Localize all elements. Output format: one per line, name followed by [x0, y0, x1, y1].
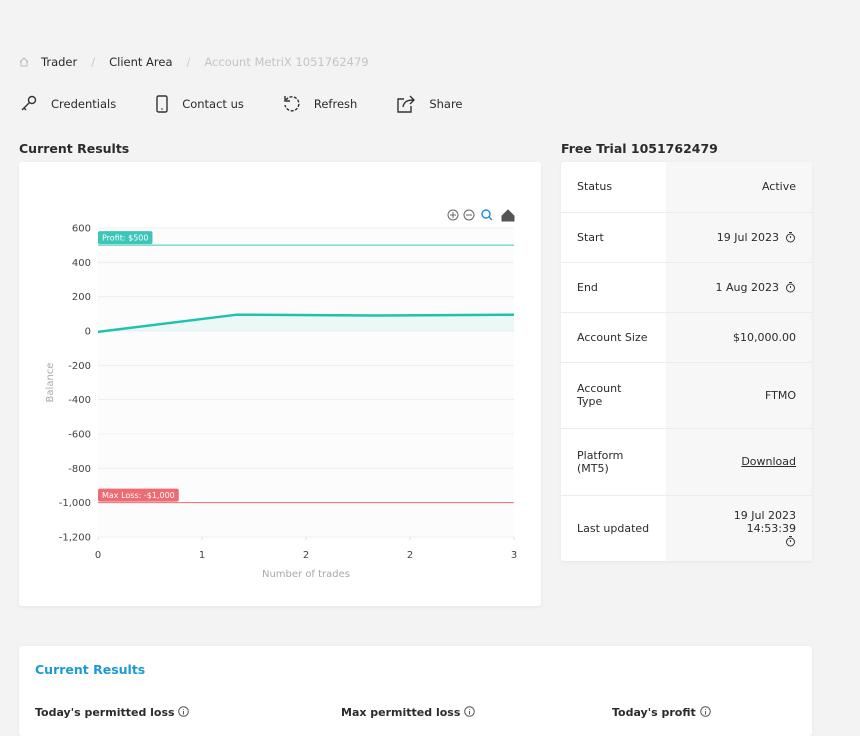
- key: Account Type: [561, 362, 666, 429]
- zoom-out[interactable]: [463, 209, 475, 221]
- x-axis-label: Number of trades: [262, 569, 350, 580]
- row: End 1 Aug 2023: [561, 262, 812, 313]
- y-tick-label: -1,200: [59, 533, 91, 544]
- key: Account Size: [561, 312, 666, 363]
- y-tick-label: -200: [68, 361, 91, 372]
- key: Status: [561, 162, 666, 213]
- crumb[interactable]: Trader: [41, 55, 78, 69]
- section-title: Current Results: [19, 141, 130, 156]
- reset[interactable]: [501, 209, 515, 222]
- reference-label: Profit: $500: [98, 231, 153, 245]
- download-link[interactable]: Download: [741, 455, 796, 468]
- account-card: Status Active Start 19 Jul 2023 End 1 Aug 2…: [561, 162, 812, 561]
- account-table: Status Active Start 19 Jul 2023 End 1 Aug 2…: [561, 162, 812, 561]
- label: Contact us: [182, 97, 244, 111]
- row: Start 19 Jul 2023: [561, 212, 812, 263]
- series-area: [98, 314, 514, 332]
- key: Last updated: [561, 495, 666, 561]
- x-tick-label: 1: [199, 550, 205, 561]
- y-tick-label: 200: [72, 292, 91, 303]
- row: Platform (MT5) Download: [561, 428, 812, 496]
- page: Account MetriX *{box-sizing:border-box} …: [19, 55, 812, 736]
- reference-label-bg: [98, 488, 179, 502]
- value-cell: 1 Aug 2023: [666, 262, 812, 313]
- share-button[interactable]: Share: [395, 94, 463, 114]
- metric-label: Max permitted loss: [341, 706, 476, 719]
- value-cell: 19 Jul 2023 14:53:39: [666, 495, 812, 561]
- timer-icon: [786, 281, 795, 292]
- chart: -1,200 -1,000 -800 -600 -400 -200 0 200 400 600 0 1…: [45, 209, 517, 580]
- x-tick-label: 2: [407, 550, 413, 561]
- toolbar: Credentials Contact us Refresh Share: [19, 94, 501, 114]
- y-tick-label: -1,000: [59, 498, 91, 509]
- plot-bg: [98, 228, 514, 537]
- metric-label: Today's profit: [612, 706, 711, 719]
- row: Account Size $10,000.00: [561, 312, 812, 363]
- label: Today's permitted loss: [35, 706, 175, 719]
- zoom-in[interactable]: [447, 209, 459, 221]
- reference-label-text: Max Loss: -$1,000: [102, 491, 175, 500]
- reference-label: Max Loss: -$1,000: [98, 488, 179, 502]
- home-icon[interactable]: [19, 57, 29, 67]
- section-title: Free Trial 1051762479: [561, 141, 718, 156]
- y-axis-label: Balance: [45, 363, 56, 403]
- key: Start: [561, 212, 666, 263]
- sep: /: [91, 55, 96, 69]
- value: Active: [666, 162, 812, 213]
- y-tick-label: 600: [72, 224, 91, 235]
- label: Max permitted loss: [341, 706, 461, 719]
- y-tick-label: 0: [85, 327, 91, 338]
- x-tick-label: 3: [511, 550, 517, 561]
- refresh-icon: [284, 96, 300, 112]
- value: 1 Aug 2023: [715, 280, 779, 294]
- row: Last updated 19 Jul 2023 14:53:39: [561, 495, 812, 561]
- x-tick-label: 0: [95, 550, 101, 561]
- reference-label-bg: [98, 231, 153, 245]
- row: Account Type FTMO: [561, 362, 812, 429]
- breadcrumb: Trader / Client Area / Account MetriX 1051…: [19, 55, 383, 69]
- sep: /: [186, 55, 191, 69]
- crumb: Account MetriX 1051762479: [204, 55, 369, 69]
- y-tick-label: -400: [68, 395, 91, 406]
- crumb[interactable]: Client Area: [109, 55, 173, 69]
- value: 19 Jul 2023 14:53:39: [733, 508, 796, 535]
- reference-label-text: Profit: $500: [102, 234, 148, 243]
- metrics-title: Current Results: [35, 662, 146, 677]
- share-icon: [397, 95, 416, 113]
- chart-card: -1,200 -1,000 -800 -600 -400 -200 0 200 400 600 0 1…: [19, 162, 541, 606]
- metric-label: Today's permitted loss: [35, 706, 190, 719]
- credentials-button[interactable]: Credentials: [19, 94, 116, 114]
- label: Refresh: [313, 97, 358, 111]
- label: Share: [429, 97, 463, 111]
- x-tick-label: 2: [303, 550, 309, 561]
- value-cell: Download: [666, 428, 812, 496]
- phone-icon: [156, 95, 168, 113]
- key: Platform (MT5): [561, 428, 666, 496]
- label: Today's profit: [612, 706, 696, 719]
- y-tick-label: -600: [68, 430, 91, 441]
- value-cell: 19 Jul 2023: [666, 212, 812, 263]
- key: End: [561, 262, 666, 313]
- refresh-button[interactable]: Refresh: [282, 94, 357, 114]
- label: Credentials: [51, 97, 117, 111]
- contact-button[interactable]: Contact us: [154, 94, 244, 114]
- chart-toolbar: [447, 209, 515, 222]
- info-icon[interactable]: [464, 706, 476, 717]
- y-tick-label: -800: [68, 464, 91, 475]
- metrics-card: Current Results Today's permitted loss M…: [19, 646, 812, 736]
- timer-icon: [786, 231, 795, 242]
- value: FTMO: [666, 362, 812, 429]
- zoom[interactable]: [481, 209, 493, 221]
- y-tick-label: 400: [72, 258, 91, 269]
- info-icon[interactable]: [699, 706, 711, 717]
- row: Status Active: [561, 162, 812, 213]
- value: 19 Jul 2023: [716, 230, 779, 244]
- series-line: [97, 313, 515, 334]
- timer-icon: [786, 535, 795, 547]
- info-icon[interactable]: [178, 706, 190, 717]
- value: $10,000.00: [666, 312, 812, 363]
- body: {"breadcrumb":["Trader","Client Area","A…: [19, 55, 812, 736]
- key-icon: [21, 95, 37, 111]
